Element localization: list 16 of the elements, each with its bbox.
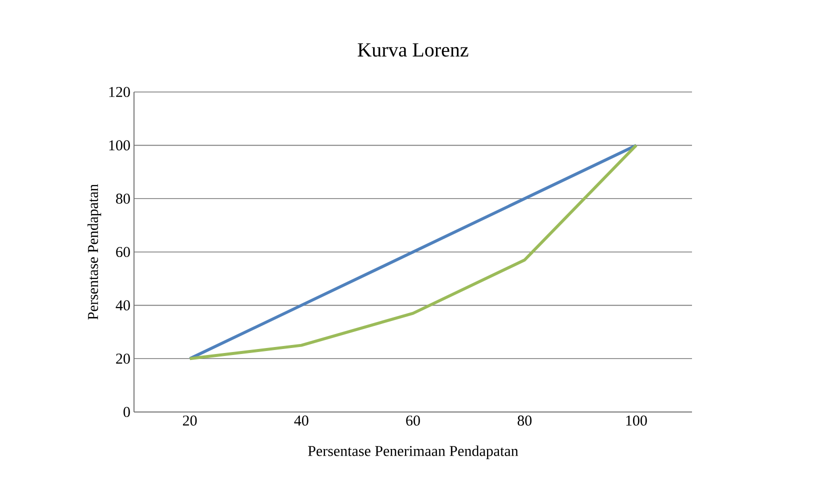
y-tick-label: 60 bbox=[116, 246, 130, 258]
y-tick-label: 40 bbox=[116, 300, 130, 310]
x-tick-label: 100 bbox=[626, 416, 647, 426]
y-tick-label: 80 bbox=[116, 194, 130, 204]
y-tick-label: 100 bbox=[109, 140, 130, 150]
y-axis-title: Persentase Pendapatan bbox=[88, 184, 102, 320]
y-tick-label: 120 bbox=[109, 86, 130, 98]
line-series bbox=[188, 144, 638, 360]
chart-title: Kurva Lorenz bbox=[358, 43, 468, 57]
x-tick-label: 20 bbox=[182, 416, 197, 426]
x-tick-label: 60 bbox=[406, 416, 420, 426]
x-tick-label: 80 bbox=[518, 416, 532, 426]
x-axis-title: Persentase Penerimaan Pendapatan bbox=[308, 446, 518, 460]
y-tick-label: 0 bbox=[124, 406, 130, 418]
y-tick-label: 20 bbox=[116, 354, 130, 364]
x-tick-label: 40 bbox=[294, 416, 308, 426]
